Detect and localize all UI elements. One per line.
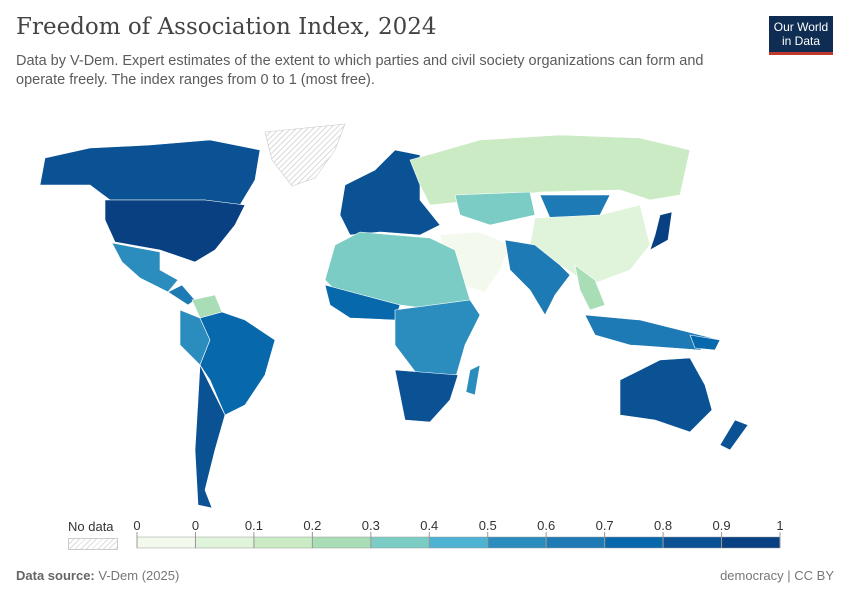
region-central-america[interactable] xyxy=(167,284,196,306)
logo-line1: Our World xyxy=(773,20,829,34)
legend-no-data-label: No data xyxy=(68,519,114,534)
region-brazil[interactable] xyxy=(199,311,276,416)
legend-tick-label: 1 xyxy=(776,518,783,533)
legend-bin[interactable] xyxy=(312,536,372,549)
source-link[interactable]: V-Dem (2025) xyxy=(98,568,180,583)
legend-tick-label: 0.1 xyxy=(245,518,263,533)
chart-subtitle: Data by V-Dem. Expert estimates of the e… xyxy=(16,53,704,88)
legend-bin[interactable] xyxy=(545,536,605,549)
region-india[interactable] xyxy=(504,239,571,316)
region-australia[interactable] xyxy=(619,357,713,433)
legend-tick-label: 0 xyxy=(133,518,140,533)
world-map[interactable] xyxy=(0,110,850,510)
legend-tick-label: 0.4 xyxy=(420,518,438,533)
legend-no-data-swatch[interactable] xyxy=(68,538,118,550)
legend-tick-label: 0.6 xyxy=(537,518,555,533)
region-mexico[interactable] xyxy=(111,242,179,293)
region-central-africa[interactable] xyxy=(394,299,481,381)
region-mongolia[interactable] xyxy=(539,194,611,219)
region-southeast-asia[interactable] xyxy=(574,264,606,311)
legend-tick-label: 0.5 xyxy=(479,518,497,533)
legend-bin[interactable] xyxy=(195,536,255,549)
source-label: Data source: xyxy=(16,568,95,583)
region-kazakhstan[interactable] xyxy=(454,191,536,226)
legend-bin[interactable] xyxy=(370,536,430,549)
legend-bin[interactable] xyxy=(604,536,664,549)
logo-line2: in Data xyxy=(781,34,821,48)
region-new-zealand[interactable] xyxy=(719,419,749,451)
legend-bin[interactable] xyxy=(253,536,313,549)
data-source: Data source: V-Dem (2025) xyxy=(16,568,179,583)
legend-tick-label: 0.7 xyxy=(596,518,614,533)
license[interactable]: democracy | CC BY xyxy=(720,568,834,583)
legend-tick-label: 0.9 xyxy=(713,518,731,533)
region-png[interactable] xyxy=(689,334,721,351)
region-west-africa[interactable] xyxy=(324,284,401,321)
owid-logo[interactable]: Our World in Data xyxy=(769,16,833,55)
legend-bin[interactable] xyxy=(429,536,488,549)
region-canada[interactable] xyxy=(39,139,261,206)
legend-tick-label: 0.3 xyxy=(362,518,380,533)
region-madagascar[interactable] xyxy=(465,364,481,396)
legend-tick-label: 0.2 xyxy=(303,518,321,533)
legend-bin[interactable] xyxy=(662,536,722,549)
region-usa[interactable] xyxy=(104,199,246,263)
region-japan[interactable] xyxy=(649,211,673,251)
legend-bin[interactable] xyxy=(721,536,781,549)
region-russia[interactable] xyxy=(409,134,691,206)
region-greenland[interactable] xyxy=(264,123,346,187)
legend-bin[interactable] xyxy=(136,536,196,549)
legend-tick-label: 0.8 xyxy=(654,518,672,533)
region-argentina[interactable] xyxy=(194,363,226,509)
legend-tick-label: 0 xyxy=(192,518,199,533)
region-southern-africa[interactable] xyxy=(394,369,459,423)
chart-title: Freedom of Association Index, 2024 xyxy=(16,14,437,40)
color-legend: 0 0 0.1 0.2 0.3 0.4 0.5 0.6 0.7 0.8 0.9 1 xyxy=(133,518,784,549)
legend-bin[interactable] xyxy=(487,536,547,549)
